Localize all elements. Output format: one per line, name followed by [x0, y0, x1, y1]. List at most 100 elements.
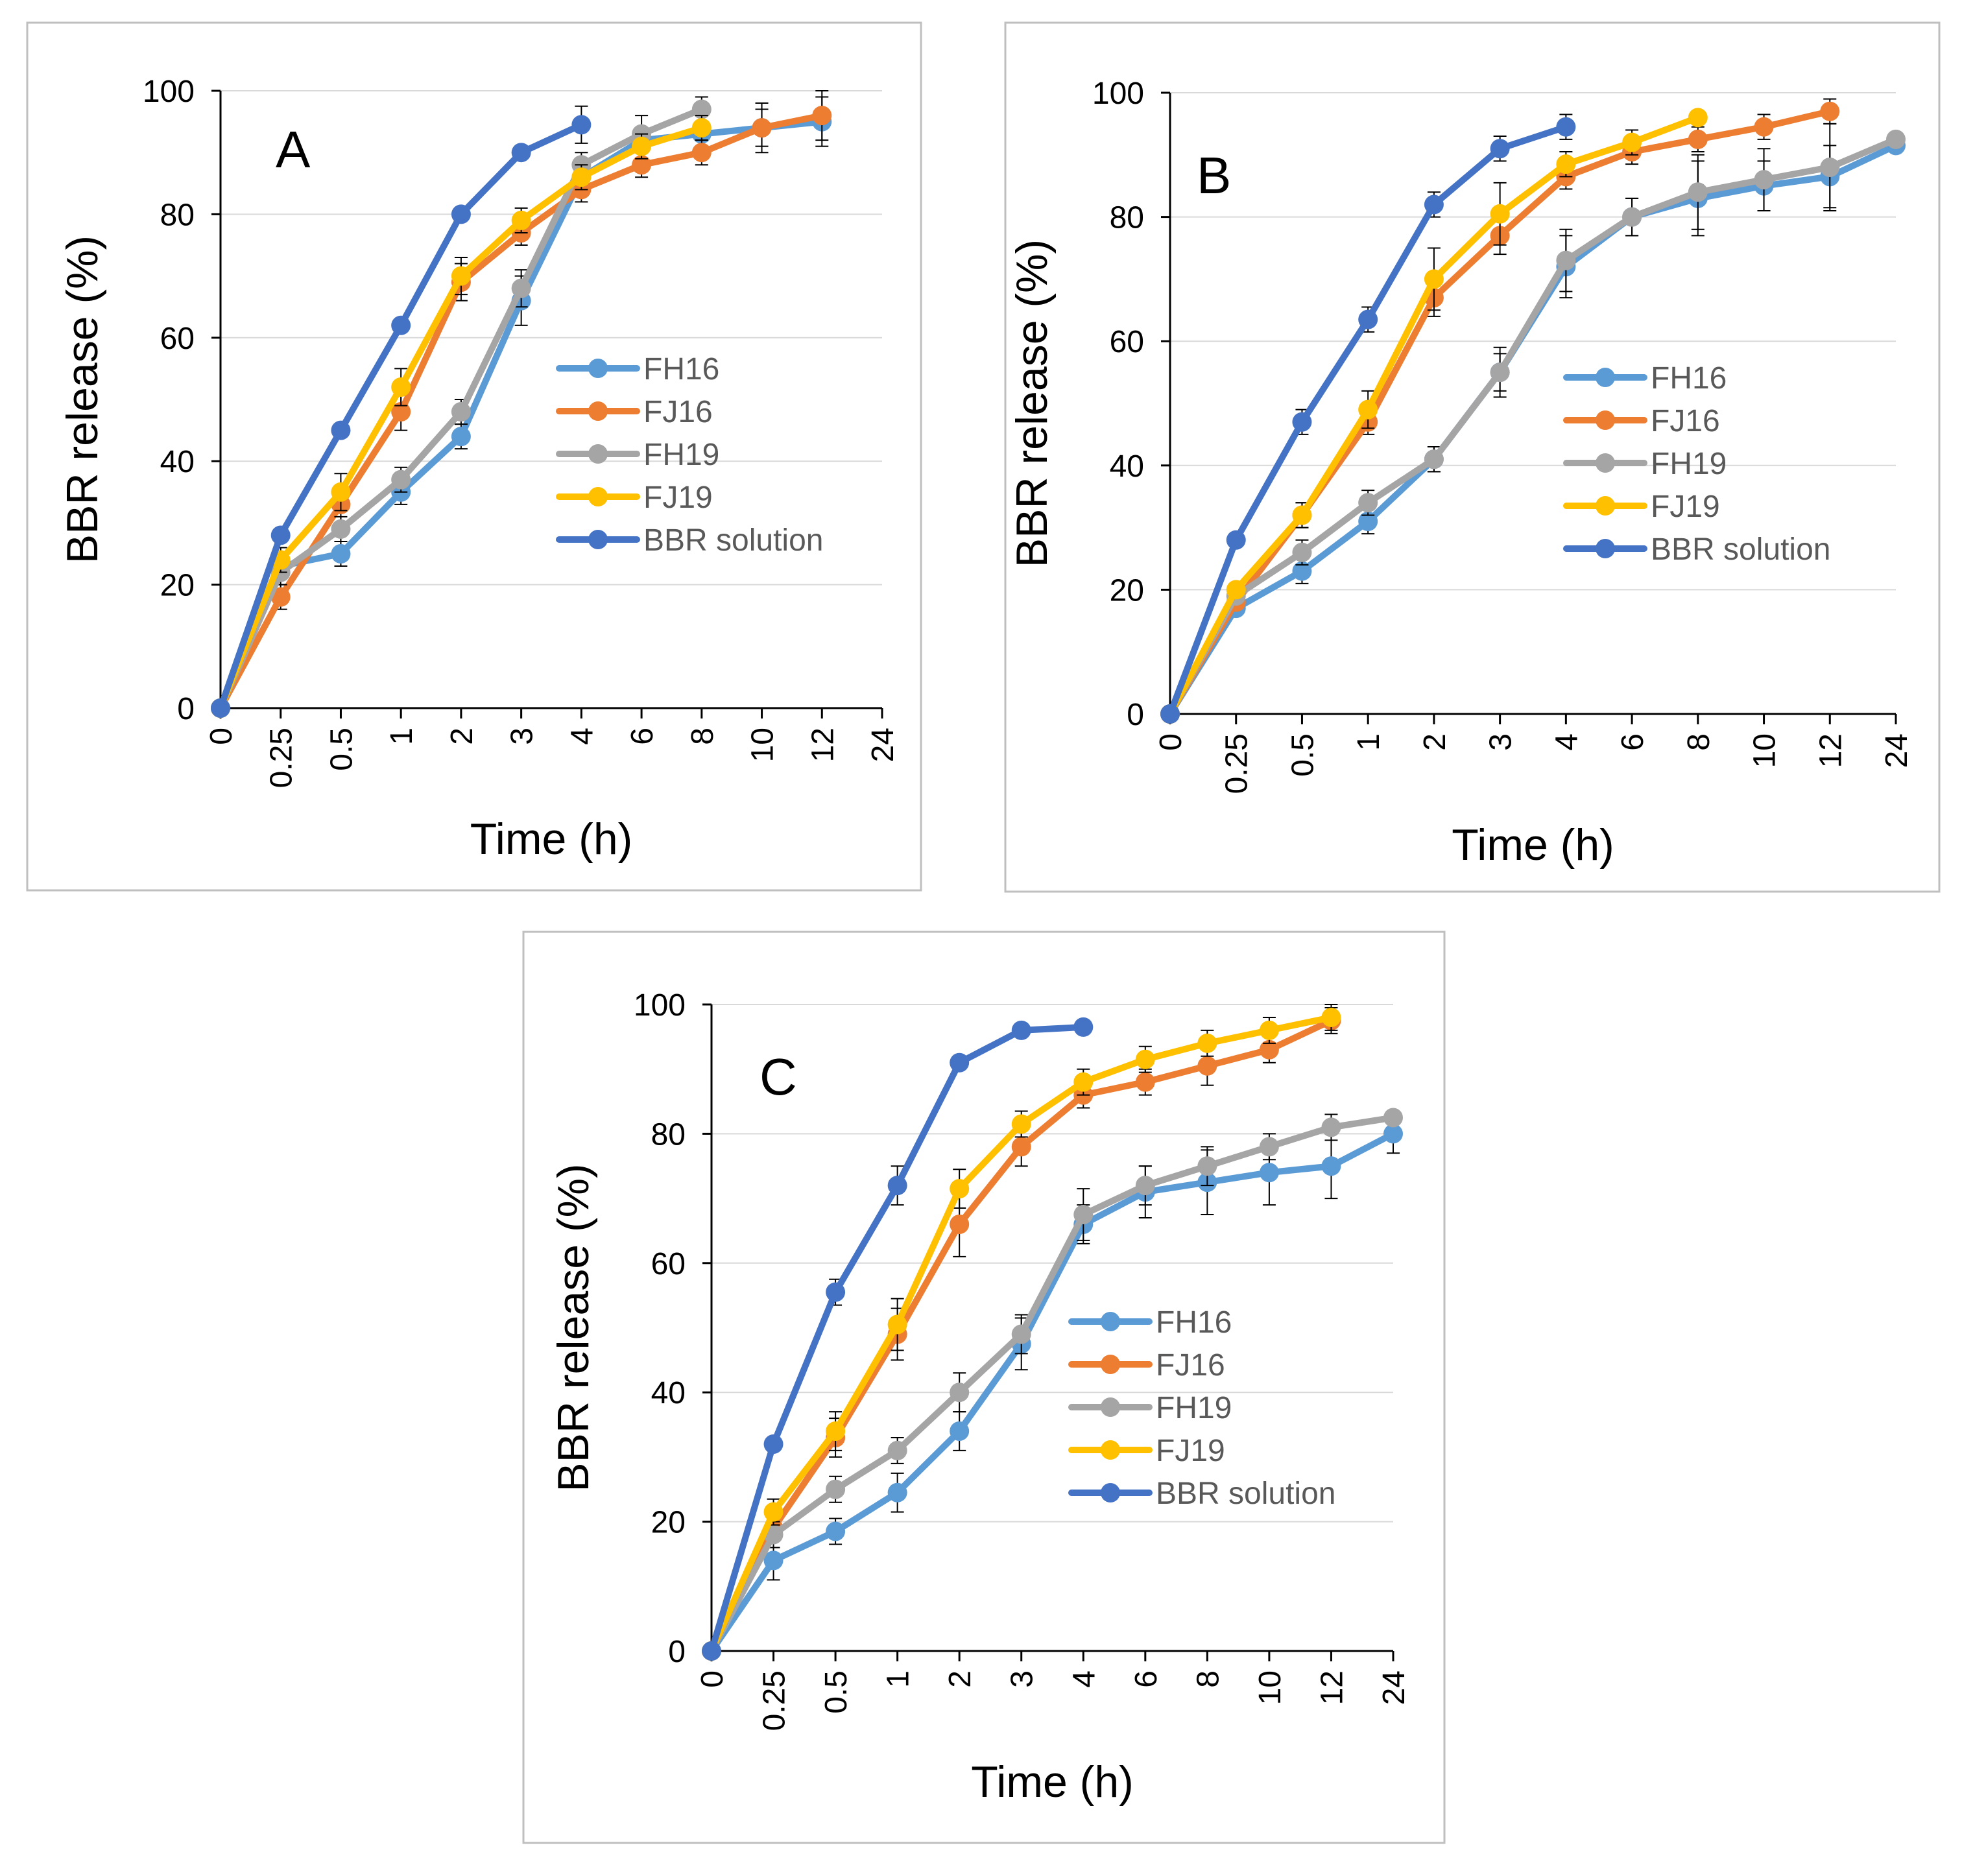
y-tick-label: 0	[1127, 698, 1144, 732]
legend-swatch-marker	[1101, 1312, 1120, 1331]
x-tick-label: 1	[1352, 733, 1386, 751]
legend-swatch-marker	[1596, 496, 1615, 516]
data-point	[1073, 1205, 1094, 1225]
panel-letter: B	[1197, 147, 1231, 204]
legend-label: FH16	[1156, 1305, 1232, 1340]
legend-swatch-marker	[1101, 1440, 1120, 1460]
x-tick-label: 0.5	[1286, 733, 1320, 777]
data-point	[1490, 362, 1510, 383]
x-axis-title: Time (h)	[971, 1757, 1134, 1807]
data-point	[1135, 1049, 1155, 1069]
legend-label: FJ19	[1651, 490, 1720, 524]
legend-label: FH19	[1651, 447, 1727, 481]
data-point	[391, 469, 411, 490]
data-point	[1011, 1020, 1031, 1040]
legend-swatch-marker	[588, 401, 608, 421]
data-point	[1073, 1017, 1094, 1037]
legend-label: FJ19	[1156, 1434, 1225, 1468]
data-point	[1358, 399, 1378, 420]
y-tick-label: 80	[1110, 201, 1144, 235]
legend-item: BBR solution	[556, 523, 823, 558]
panel-letter: A	[276, 121, 311, 178]
legend-item: FJ16	[1563, 404, 1720, 438]
x-tick-label: 1	[881, 1670, 916, 1688]
series-fj19	[702, 1004, 1341, 1661]
legend-item: FJ19	[1068, 1434, 1225, 1468]
data-point	[763, 1434, 784, 1454]
x-tick-label: 1	[385, 728, 419, 745]
x-tick-label: 3	[1005, 1670, 1040, 1688]
data-point	[826, 1421, 846, 1442]
data-point	[270, 525, 291, 545]
data-point	[950, 1179, 970, 1199]
data-point	[887, 1482, 907, 1502]
data-point	[763, 1502, 784, 1522]
x-tick-label: 0.5	[324, 728, 359, 771]
data-point	[691, 99, 712, 119]
data-point	[1321, 1007, 1341, 1027]
panel-letter: C	[760, 1048, 797, 1106]
x-tick-label: 0	[695, 1670, 730, 1688]
x-tick-label: 0.25	[1220, 733, 1254, 794]
data-point	[826, 1479, 846, 1499]
data-point	[451, 427, 471, 447]
data-point	[451, 266, 471, 286]
x-tick-label: 0.25	[265, 728, 299, 788]
data-point	[1259, 1137, 1279, 1157]
data-point	[1688, 182, 1708, 202]
panel-frame	[26, 21, 922, 892]
data-point	[511, 278, 531, 298]
data-point	[691, 118, 712, 138]
data-point	[887, 1440, 907, 1460]
x-tick-label: 8	[1191, 1670, 1225, 1688]
data-point	[1754, 117, 1774, 137]
data-point	[826, 1521, 846, 1541]
legend-label: BBR solution	[643, 523, 823, 558]
x-tick-label: 2	[1418, 733, 1452, 751]
data-point	[451, 204, 471, 224]
legend-swatch-marker	[588, 444, 608, 464]
data-point	[887, 1314, 907, 1335]
legend-item: FH16	[1563, 361, 1727, 396]
data-point	[1011, 1114, 1031, 1134]
data-point	[1292, 542, 1312, 562]
x-tick-label: 10	[1253, 1670, 1287, 1705]
legend-label: FH16	[643, 352, 719, 386]
y-tick-label: 20	[1110, 573, 1144, 608]
legend-item: FH19	[556, 438, 719, 472]
y-tick-label: 80	[160, 198, 195, 232]
series-line	[1167, 136, 1899, 717]
data-point	[391, 402, 411, 422]
data-point	[1622, 207, 1642, 227]
data-point	[1135, 1176, 1155, 1196]
data-point	[1197, 1056, 1217, 1076]
legend-swatch-marker	[588, 487, 608, 506]
legend-item: FJ16	[1068, 1348, 1225, 1383]
legend-label: FJ16	[1651, 404, 1720, 438]
data-point	[763, 1550, 784, 1571]
data-point	[1011, 1137, 1031, 1157]
series-line	[708, 1130, 1396, 1654]
y-tick-label: 20	[160, 569, 195, 603]
legend-label: FH19	[1156, 1391, 1232, 1425]
data-point	[1011, 1324, 1031, 1344]
legend-label: FJ16	[643, 395, 713, 429]
data-point	[1358, 512, 1378, 532]
x-tick-label: 0.25	[758, 1670, 792, 1731]
legend: FH16 FJ16 FH19 FJ19 BBR solution	[1563, 361, 1830, 567]
data-point	[1358, 309, 1378, 329]
y-tick-label: 40	[1110, 449, 1144, 484]
data-point	[1226, 580, 1246, 600]
data-point	[1754, 170, 1774, 190]
legend-swatch-marker	[588, 359, 608, 378]
legend-item: FH16	[556, 352, 719, 386]
data-point	[1424, 269, 1444, 289]
legend-item: FJ19	[1563, 490, 1720, 524]
data-point	[331, 482, 351, 502]
data-point	[511, 143, 531, 163]
x-tick-label: 6	[1129, 1670, 1164, 1688]
data-point	[950, 1052, 970, 1073]
legend-swatch-marker	[1101, 1355, 1120, 1374]
data-point	[812, 106, 832, 126]
series-fj19	[211, 115, 712, 718]
